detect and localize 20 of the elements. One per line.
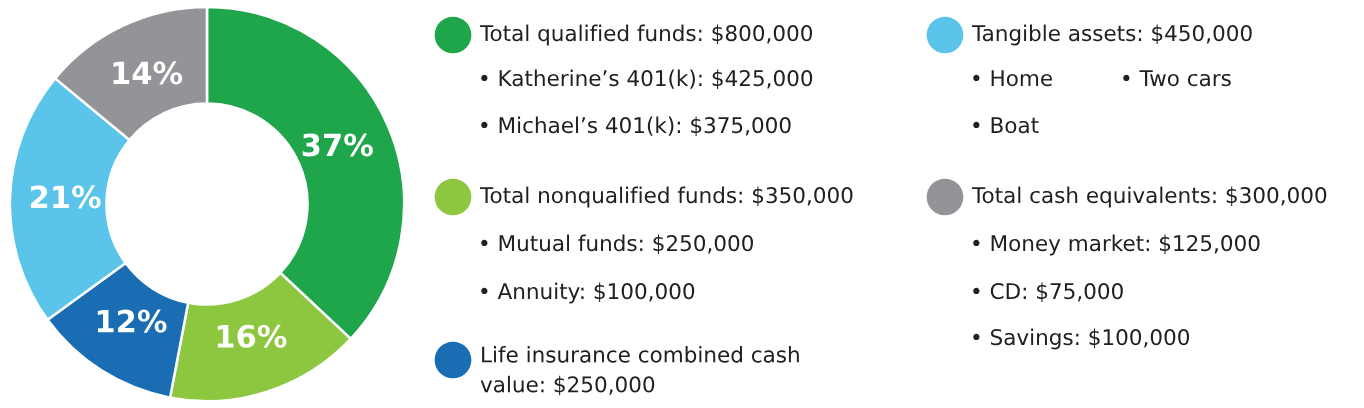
text: • Mutual funds: $250,000 xyxy=(481,234,753,255)
legend-label: Total cash equivalents: $300,000 xyxy=(971,186,1327,208)
legend-label: Tangible assets: $450,000 xyxy=(971,24,1252,46)
text: • Boat xyxy=(973,117,1039,134)
text: • Michael’s 401(k): $375,000 xyxy=(481,116,791,137)
legend-label: Total nonqualified funds: $350,000 xyxy=(479,186,853,208)
text: • Katherine’s 401(k): $425,000 xyxy=(481,69,813,90)
data-label: 21% xyxy=(31,185,101,209)
legend-label: Life insurance combined cash value: $250,000 xyxy=(480,346,799,396)
data-label: 16% xyxy=(217,324,287,348)
text: • Savings: $100,000 xyxy=(973,328,1190,350)
text: • Two cars xyxy=(1123,70,1231,87)
data-label: 37% xyxy=(302,133,373,157)
text: • Annuity: $100,000 xyxy=(481,282,695,304)
text: • Home xyxy=(973,70,1052,87)
text: • CD: $75,000 xyxy=(973,282,1123,303)
data-label: 14% xyxy=(113,61,183,85)
text: • Money market: $125,000 xyxy=(973,234,1260,256)
legend-label: Total qualified funds: $800,000 xyxy=(479,24,813,46)
data-label: 12% xyxy=(97,309,167,333)
